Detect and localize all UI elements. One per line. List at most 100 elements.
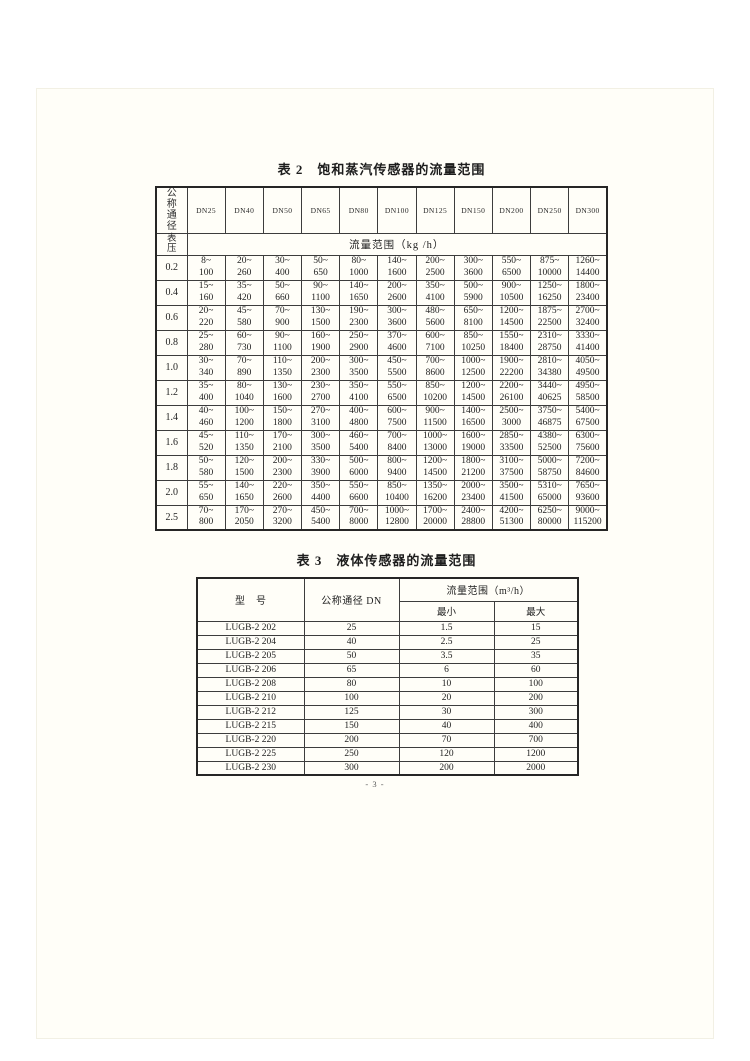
flow-range-cell: 4950~ 58500 [568,379,608,406]
flow-range-cell: 600~ 7100 [415,329,455,356]
max-flow-cell: 400 [493,718,579,734]
max-flow-cell: 700 [493,732,579,748]
flow-range-cell: 2310~ 28750 [530,329,570,356]
table3-body: LUGB-2 202 25 1.5 15 LUGB-2 204 40 2.5 25 LUGB-2… [196,620,579,776]
flow-range-cell: 1600~ 19000 [453,429,493,456]
flow-range-cell: 40~ 460 [186,404,226,431]
flow-range-cell: 120~ 1500 [224,454,264,481]
flow-range-cell: 550~ 6500 [377,379,417,406]
flow-range-cell: 30~ 400 [262,254,303,281]
flow-range-cell: 5000~ 58750 [530,454,570,481]
gauge-pressure-cell: 1.6 [155,429,188,456]
flow-range-cell: 50~ 650 [301,254,341,281]
flow-range-cell: 110~ 1350 [224,429,264,456]
flow-range-cell: 1700~ 20000 [415,504,455,531]
table3-row: LUGB-2 202 25 1.5 15 [196,620,579,636]
table3-header-row-1: 型 号 公称通径 DN 流量范围（m³/h） [196,577,579,622]
flow-range-cell: 330~ 3900 [301,454,341,481]
flow-range-cell: 4050~ 49500 [568,354,608,381]
flow-range-cell: 55~ 650 [186,479,226,506]
table2-steam-flow-range: 公称通径 DN25 DN40 DN50 DN65 DN80 DN100 DN125 DN150… [155,186,608,531]
min-flow-cell: 1.5 [398,620,495,636]
flow-range-cell: 2810~ 34380 [530,354,570,381]
dn-cell: 250 [303,746,400,762]
flow-range-cell: 900~ 10500 [491,279,532,306]
gauge-pressure-cell: 1.8 [155,454,188,481]
flow-range-cell: 480~ 5600 [415,304,455,331]
flow-range-cell: 4200~ 51300 [491,504,532,531]
dn-cell: 40 [303,634,400,650]
flow-range-cell: 20~ 260 [224,254,264,281]
flow-range-cell: 1200~ 14500 [415,454,455,481]
flow-range-cell: 7200~ 84600 [568,454,608,481]
flow-range-cell: 1250~ 16250 [530,279,570,306]
flow-range-cell: 100~ 1200 [224,404,264,431]
flow-range-cell: 45~ 520 [186,429,226,456]
flow-range-cell: 550~ 6500 [491,254,532,281]
dn-column-header: DN100 [377,186,417,234]
flow-range-cell: 850~ 10200 [415,379,455,406]
table3-row: LUGB-2 230 300 200 2000 [196,760,579,776]
gauge-pressure-cell: 0.4 [155,279,188,306]
flow-range-cell: 500~ 6000 [339,454,379,481]
flow-range-cell: 700~ 8400 [377,429,417,456]
flow-range-cell: 3750~ 46875 [530,404,570,431]
model-cell: LUGB-2 230 [196,760,305,776]
flow-range-cell: 900~ 11500 [415,404,455,431]
flow-range-cell: 1550~ 18400 [491,329,532,356]
dn-column-header: DN200 [491,186,532,234]
gauge-pressure-cell: 1.2 [155,379,188,406]
flow-range-cell: 270~ 3100 [301,404,341,431]
dn-cell: 80 [303,676,400,692]
min-header: 最小 [398,600,495,622]
dn-cell: 300 [303,760,400,776]
dn-cell: 200 [303,732,400,748]
dn-cell: 50 [303,648,400,664]
table3-row: LUGB-2 204 40 2.5 25 [196,634,579,650]
flow-range-cell: 60~ 730 [224,329,264,356]
flow-range-cell: 3440~ 40625 [530,379,570,406]
min-flow-cell: 3.5 [398,648,495,664]
flow-range-cell: 400~ 4800 [339,404,379,431]
min-flow-cell: 10 [398,676,495,692]
min-flow-cell: 30 [398,704,495,720]
flow-range-cell: 8~ 100 [186,254,226,281]
dn-column-header: DN40 [224,186,264,234]
flow-range-cell: 25~ 280 [186,329,226,356]
table3-liquid-flow-range: 型 号 公称通径 DN 流量范围（m³/h） 最小 最大 LUGB-2 202 2… [196,577,579,776]
flow-range-cell: 130~ 1600 [262,379,303,406]
flow-range-cell: 220~ 2600 [262,479,303,506]
flow-range-cell: 7650~ 93600 [568,479,608,506]
flow-range-cell: 1400~ 16500 [453,404,493,431]
table3-row: LUGB-2 210 100 20 200 [196,690,579,706]
table2-title: 表 2 饱和蒸汽传感器的流量范围 [277,162,486,177]
max-flow-cell: 1200 [493,746,579,762]
table3-title: 表 3 液体传感器的流量范围 [296,553,477,568]
dn-column-header: DN25 [186,186,226,234]
flow-range-cell: 200~ 2600 [377,279,417,306]
min-flow-cell: 200 [398,760,495,776]
flow-range-cell: 460~ 5400 [339,429,379,456]
min-flow-cell: 20 [398,690,495,706]
flow-range-cell: 230~ 2700 [301,379,341,406]
flow-range-cell: 130~ 1500 [301,304,341,331]
flow-range-cell: 140~ 1650 [224,479,264,506]
table3-row: LUGB-2 220 200 70 700 [196,732,579,748]
flow-range-cell: 5400~ 67500 [568,404,608,431]
min-flow-cell: 6 [398,662,495,678]
table2-row: 1.6 45~ 520 110~ 1350 170~ 2100 300~ 3500 460… [155,429,608,456]
model-cell: LUGB-2 204 [196,634,305,650]
model-cell: LUGB-2 220 [196,732,305,748]
flow-range-cell: 200~ 2500 [415,254,455,281]
flow-range-cell: 1000~ 12500 [453,354,493,381]
page-number: - 3 - [365,779,385,789]
nominal-diameter-header: 公称通径 [166,188,177,233]
max-flow-cell: 60 [493,662,579,678]
flow-range-cell: 370~ 4600 [377,329,417,356]
gauge-pressure-cell: 1.4 [155,404,188,431]
table2-dn-header-row: 公称通径 DN25 DN40 DN50 DN65 DN80 DN100 DN125 DN150… [155,186,608,234]
flow-range-cell: 2000~ 23400 [453,479,493,506]
flow-range-cell: 15~ 160 [186,279,226,306]
gauge-pressure-cell: 2.0 [155,479,188,506]
table2-row: 1.0 30~ 340 70~ 890 110~ 1350 200~ 2300 300~ … [155,354,608,381]
